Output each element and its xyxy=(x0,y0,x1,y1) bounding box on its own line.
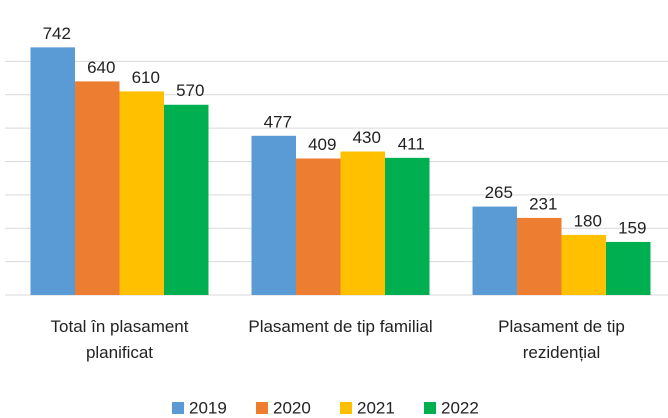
legend-swatch xyxy=(256,402,268,414)
data-label: 742 xyxy=(43,24,71,43)
bar xyxy=(296,158,341,295)
legend-label: 2021 xyxy=(357,398,395,417)
bar xyxy=(561,234,606,295)
bar xyxy=(75,81,120,296)
x-tick-label: Total în plasament planificat xyxy=(50,317,189,362)
bar xyxy=(30,47,75,295)
legend-label: 2020 xyxy=(273,398,311,417)
data-label: 430 xyxy=(353,128,381,147)
bar xyxy=(517,217,562,295)
data-label: 180 xyxy=(574,211,602,230)
bar xyxy=(340,151,385,295)
bar xyxy=(119,91,164,295)
data-label: 265 xyxy=(485,183,513,202)
bar xyxy=(385,157,430,295)
bar xyxy=(472,206,517,295)
x-tick-label: Plasament de tip familial xyxy=(248,317,433,336)
data-label: 640 xyxy=(87,58,115,77)
data-label: 610 xyxy=(132,68,160,87)
bar xyxy=(606,241,651,295)
data-label: 159 xyxy=(618,218,646,237)
data-label: 570 xyxy=(176,81,204,100)
data-label: 409 xyxy=(308,135,336,154)
legend-swatch xyxy=(340,402,352,414)
legend-label: 2019 xyxy=(189,398,227,417)
legend-swatch xyxy=(172,402,184,414)
x-tick-label: Plasament de tip rezidențial xyxy=(498,317,625,362)
legend-swatch xyxy=(424,402,436,414)
data-label: 411 xyxy=(398,134,425,153)
bar xyxy=(251,135,296,295)
bar xyxy=(164,104,209,295)
data-label: 477 xyxy=(264,112,292,131)
data-label: 231 xyxy=(529,194,557,213)
legend-label: 2022 xyxy=(441,398,479,417)
